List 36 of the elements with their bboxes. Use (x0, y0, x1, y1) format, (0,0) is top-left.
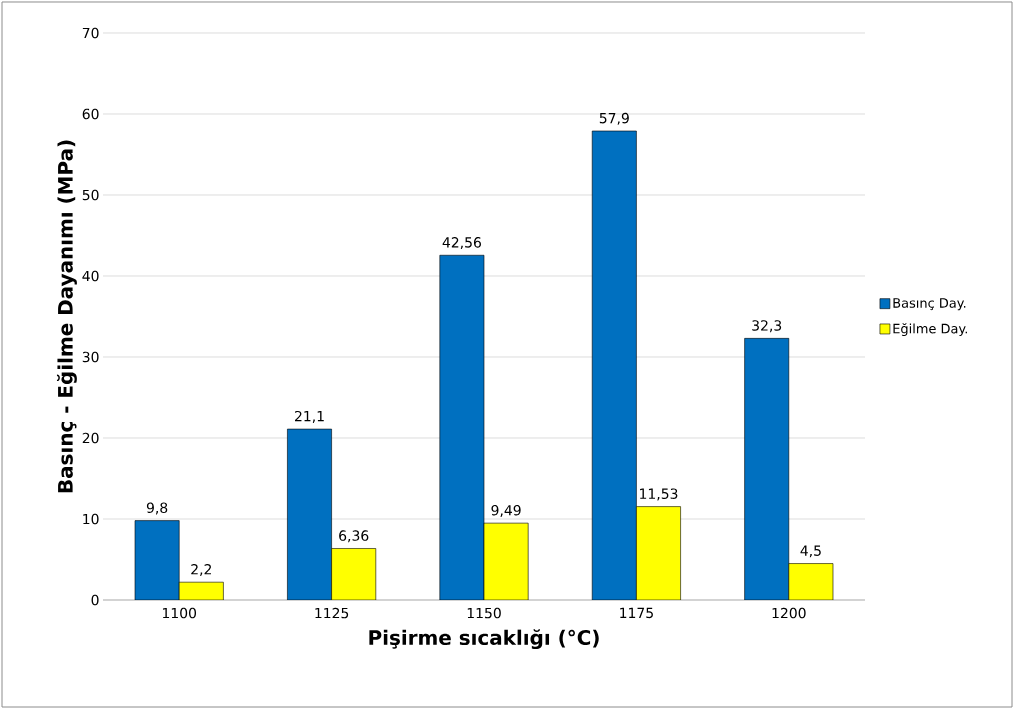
bar (591, 130, 637, 600)
data-label: 2,2 (191, 564, 211, 576)
x-tick-label: 1100 (162, 607, 197, 619)
legend-label: Eğilme Day. (893, 323, 967, 336)
data-label: 57,9 (599, 112, 629, 125)
y-tick-label: 40 (82, 270, 99, 282)
data-label: 42,56 (442, 237, 481, 250)
y-tick-label: 50 (82, 189, 99, 201)
x-tick-label: 1125 (315, 607, 349, 619)
y-tick-label: 30 (82, 351, 99, 363)
data-label: 6,36 (339, 530, 369, 543)
bar (636, 506, 681, 600)
data-label: 11,53 (640, 488, 678, 501)
bar (287, 428, 332, 600)
y-tick-label: 70 (82, 27, 99, 39)
x-tick-label: 1175 (620, 607, 653, 619)
bar (331, 548, 377, 600)
data-label: 32,3 (752, 320, 782, 333)
bar (439, 254, 485, 600)
y-tick-label: 10 (83, 513, 99, 525)
legend-label: Basınç Day. (893, 298, 966, 311)
data-label: 9,49 (491, 504, 521, 517)
x-tick-label: 1150 (467, 607, 501, 619)
x-axis-title: Pişirme sıcaklığı (°C) (369, 629, 599, 650)
y-tick-label: 20 (82, 432, 99, 444)
bar (483, 522, 529, 600)
y-tick-label: 0 (91, 594, 99, 606)
data-label: 9,8 (146, 502, 168, 515)
y-tick-label: 60 (82, 108, 99, 120)
data-label: 4,5 (800, 545, 821, 558)
data-label: 21,1 (294, 410, 324, 423)
bar (744, 338, 790, 600)
y-axis-title: Basınç - Eğilme Dayanımı (MPa) (56, 140, 77, 493)
bar (134, 520, 180, 600)
bar (788, 563, 834, 600)
x-tick-label: 1200 (772, 607, 806, 619)
